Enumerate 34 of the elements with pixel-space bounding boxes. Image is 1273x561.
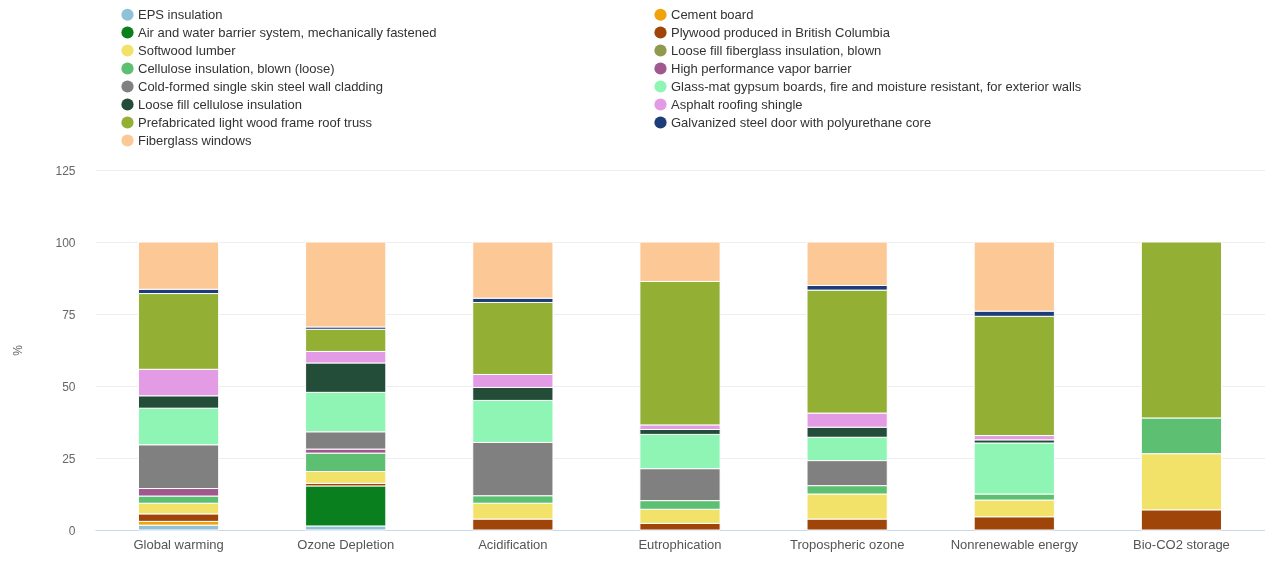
legend-label: Cold-formed single skin steel wall cladding — [138, 78, 383, 94]
legend-label: Cement board — [671, 6, 754, 22]
legend-label: EPS insulation — [138, 6, 223, 22]
legend-label: Plywood produced in British Columbia — [671, 24, 891, 40]
legend-label: Galvanized steel door with polyurethane core — [671, 114, 932, 130]
x-tick-label: Ozone Depletion — [297, 536, 395, 552]
y-tick-label: 25 — [62, 451, 76, 466]
y-tick-label: 50 — [62, 379, 76, 394]
x-tick-label: Bio-CO2 storage — [1133, 536, 1230, 552]
x-tick-label: Acidification — [478, 536, 548, 552]
legend-label: Fiberglass windows — [138, 132, 252, 148]
legend-label: Prefabricated light wood frame roof truss — [138, 114, 373, 130]
legend-label: Glass-mat gypsum boards, fire and moisture resistant, for exterior walls — [671, 78, 1082, 94]
legend-label: Asphalt roofing shingle — [671, 96, 803, 112]
y-tick-label: 75 — [62, 307, 76, 322]
y-tick-label: 100 — [55, 235, 76, 250]
bar — [472, 241, 554, 299]
legend-label: Loose fill fiberglass insulation, blown — [671, 42, 882, 58]
legend-label: Cellulose insulation, blown (loose) — [138, 60, 335, 76]
legend-label: Air and water barrier system, mechanically fastened — [138, 24, 437, 40]
x-tick-label: Nonrenewable energy — [950, 536, 1079, 552]
y-tick-label: 125 — [55, 163, 76, 178]
legend-label: High performance vapor barrier — [671, 60, 853, 76]
bar — [973, 315, 1055, 437]
legend-label: Loose fill cellulose insulation — [138, 96, 303, 112]
bar — [305, 485, 387, 527]
x-tick-label: Global warming — [133, 536, 224, 552]
legend-label: Softwood lumber — [138, 42, 237, 58]
y-axis-title: % — [11, 344, 26, 356]
bar — [137, 241, 220, 290]
bar — [305, 241, 387, 328]
x-tick-label: Tropospheric ozone — [789, 536, 905, 552]
x-tick-label: Eutrophication — [638, 536, 722, 552]
y-tick-label: 0 — [68, 523, 76, 538]
